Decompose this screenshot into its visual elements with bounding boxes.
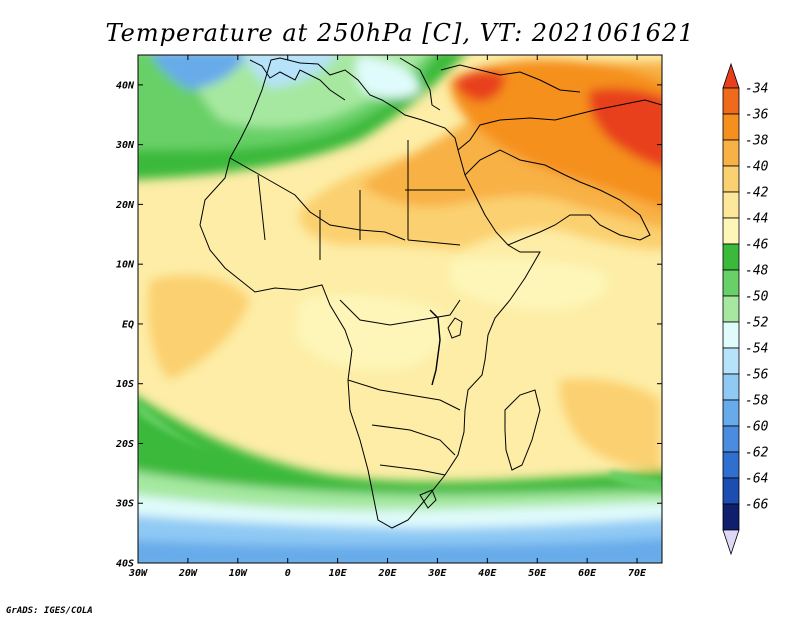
colorbar-swatch [722,425,740,453]
colorbar-label: -54 [745,342,768,357]
colorbar-label: -58 [745,394,769,409]
colorbar-label: -42 [745,186,769,201]
x-tick-label: 40E [478,568,497,579]
colorbar-label: -36 [745,108,769,123]
y-tick-label: 10N [116,260,135,271]
colorbar-label: -50 [745,290,769,305]
colorbar-label: -46 [745,238,769,253]
y-tick-label: 40S [116,559,134,570]
colorbar-swatch [722,87,740,115]
colorbar-bottom-arrow [722,529,740,556]
colorbar-label: -60 [745,420,769,435]
y-tick-label: 10S [116,379,134,390]
colorbar-swatch [722,503,740,531]
x-tick-label: 0 [285,568,291,579]
axis-ticks: 30W 20W 10W 0 10E 20E 30E 40E 50E 60E 70E 40N 30N 20N… [115,55,662,579]
colorbar-label: -48 [745,264,769,279]
colorbar-label: -34 [745,82,768,97]
y-tick-label: 30N [115,140,135,151]
x-tick-label: 50E [528,568,547,579]
y-tick-label: 40N [116,80,135,91]
colorbar-swatch [722,243,740,271]
x-tick-label: 30E [427,568,447,579]
map-frame [137,54,663,564]
colorbar-label: -40 [745,160,769,175]
x-tick-label: 10E [329,568,348,579]
x-tick-label: 10W [229,568,248,579]
colorbar-swatch [722,191,740,219]
colorbar-swatch [722,321,740,349]
colorbar-swatch [722,399,740,427]
y-tick-label: 20S [115,439,134,450]
colorbar-swatch [722,269,740,297]
colorbar-label: -56 [745,368,769,383]
colorbar-label: -62 [745,446,769,461]
colorbar-swatch [722,139,740,167]
colorbar-swatch [722,477,740,505]
temperature-field [138,55,662,563]
map-boundaries [199,57,662,529]
y-tick-label: 30S [115,499,134,510]
colorbar-swatch [722,295,740,323]
colorbar-label: -66 [745,498,769,513]
colorbar-swatch [722,165,740,193]
x-tick-label: 70E [628,568,647,579]
x-tick-label: 60E [578,568,597,579]
y-tick-label: EQ [122,319,134,330]
map-title: Temperature at 250hPa [C], VT: 202106162… [106,19,695,47]
colorbar-swatch [722,217,740,245]
colorbar-label: -64 [745,472,768,487]
colorbar-swatch [722,451,740,479]
colorbar-label: -38 [745,134,769,149]
y-tick-label: 20N [115,200,135,211]
colorbar-swatch [722,373,740,401]
grads-credit: GrADS: IGES/COLA [6,606,93,616]
x-tick-label: 20W [178,568,198,579]
x-tick-label: 30W [128,568,148,579]
x-tick-label: 20E [377,568,397,579]
colorbar-label: -44 [745,212,768,227]
colorbar-label: -52 [745,316,769,331]
colorbar-swatch [722,347,740,375]
colorbar-top-arrow [722,62,740,89]
colorbar-swatch [722,113,740,141]
colorbar: -34 -36 -38 -40 -42 -44 -46 -48 -50 -52 -54 -56 -58 -… [722,62,769,556]
